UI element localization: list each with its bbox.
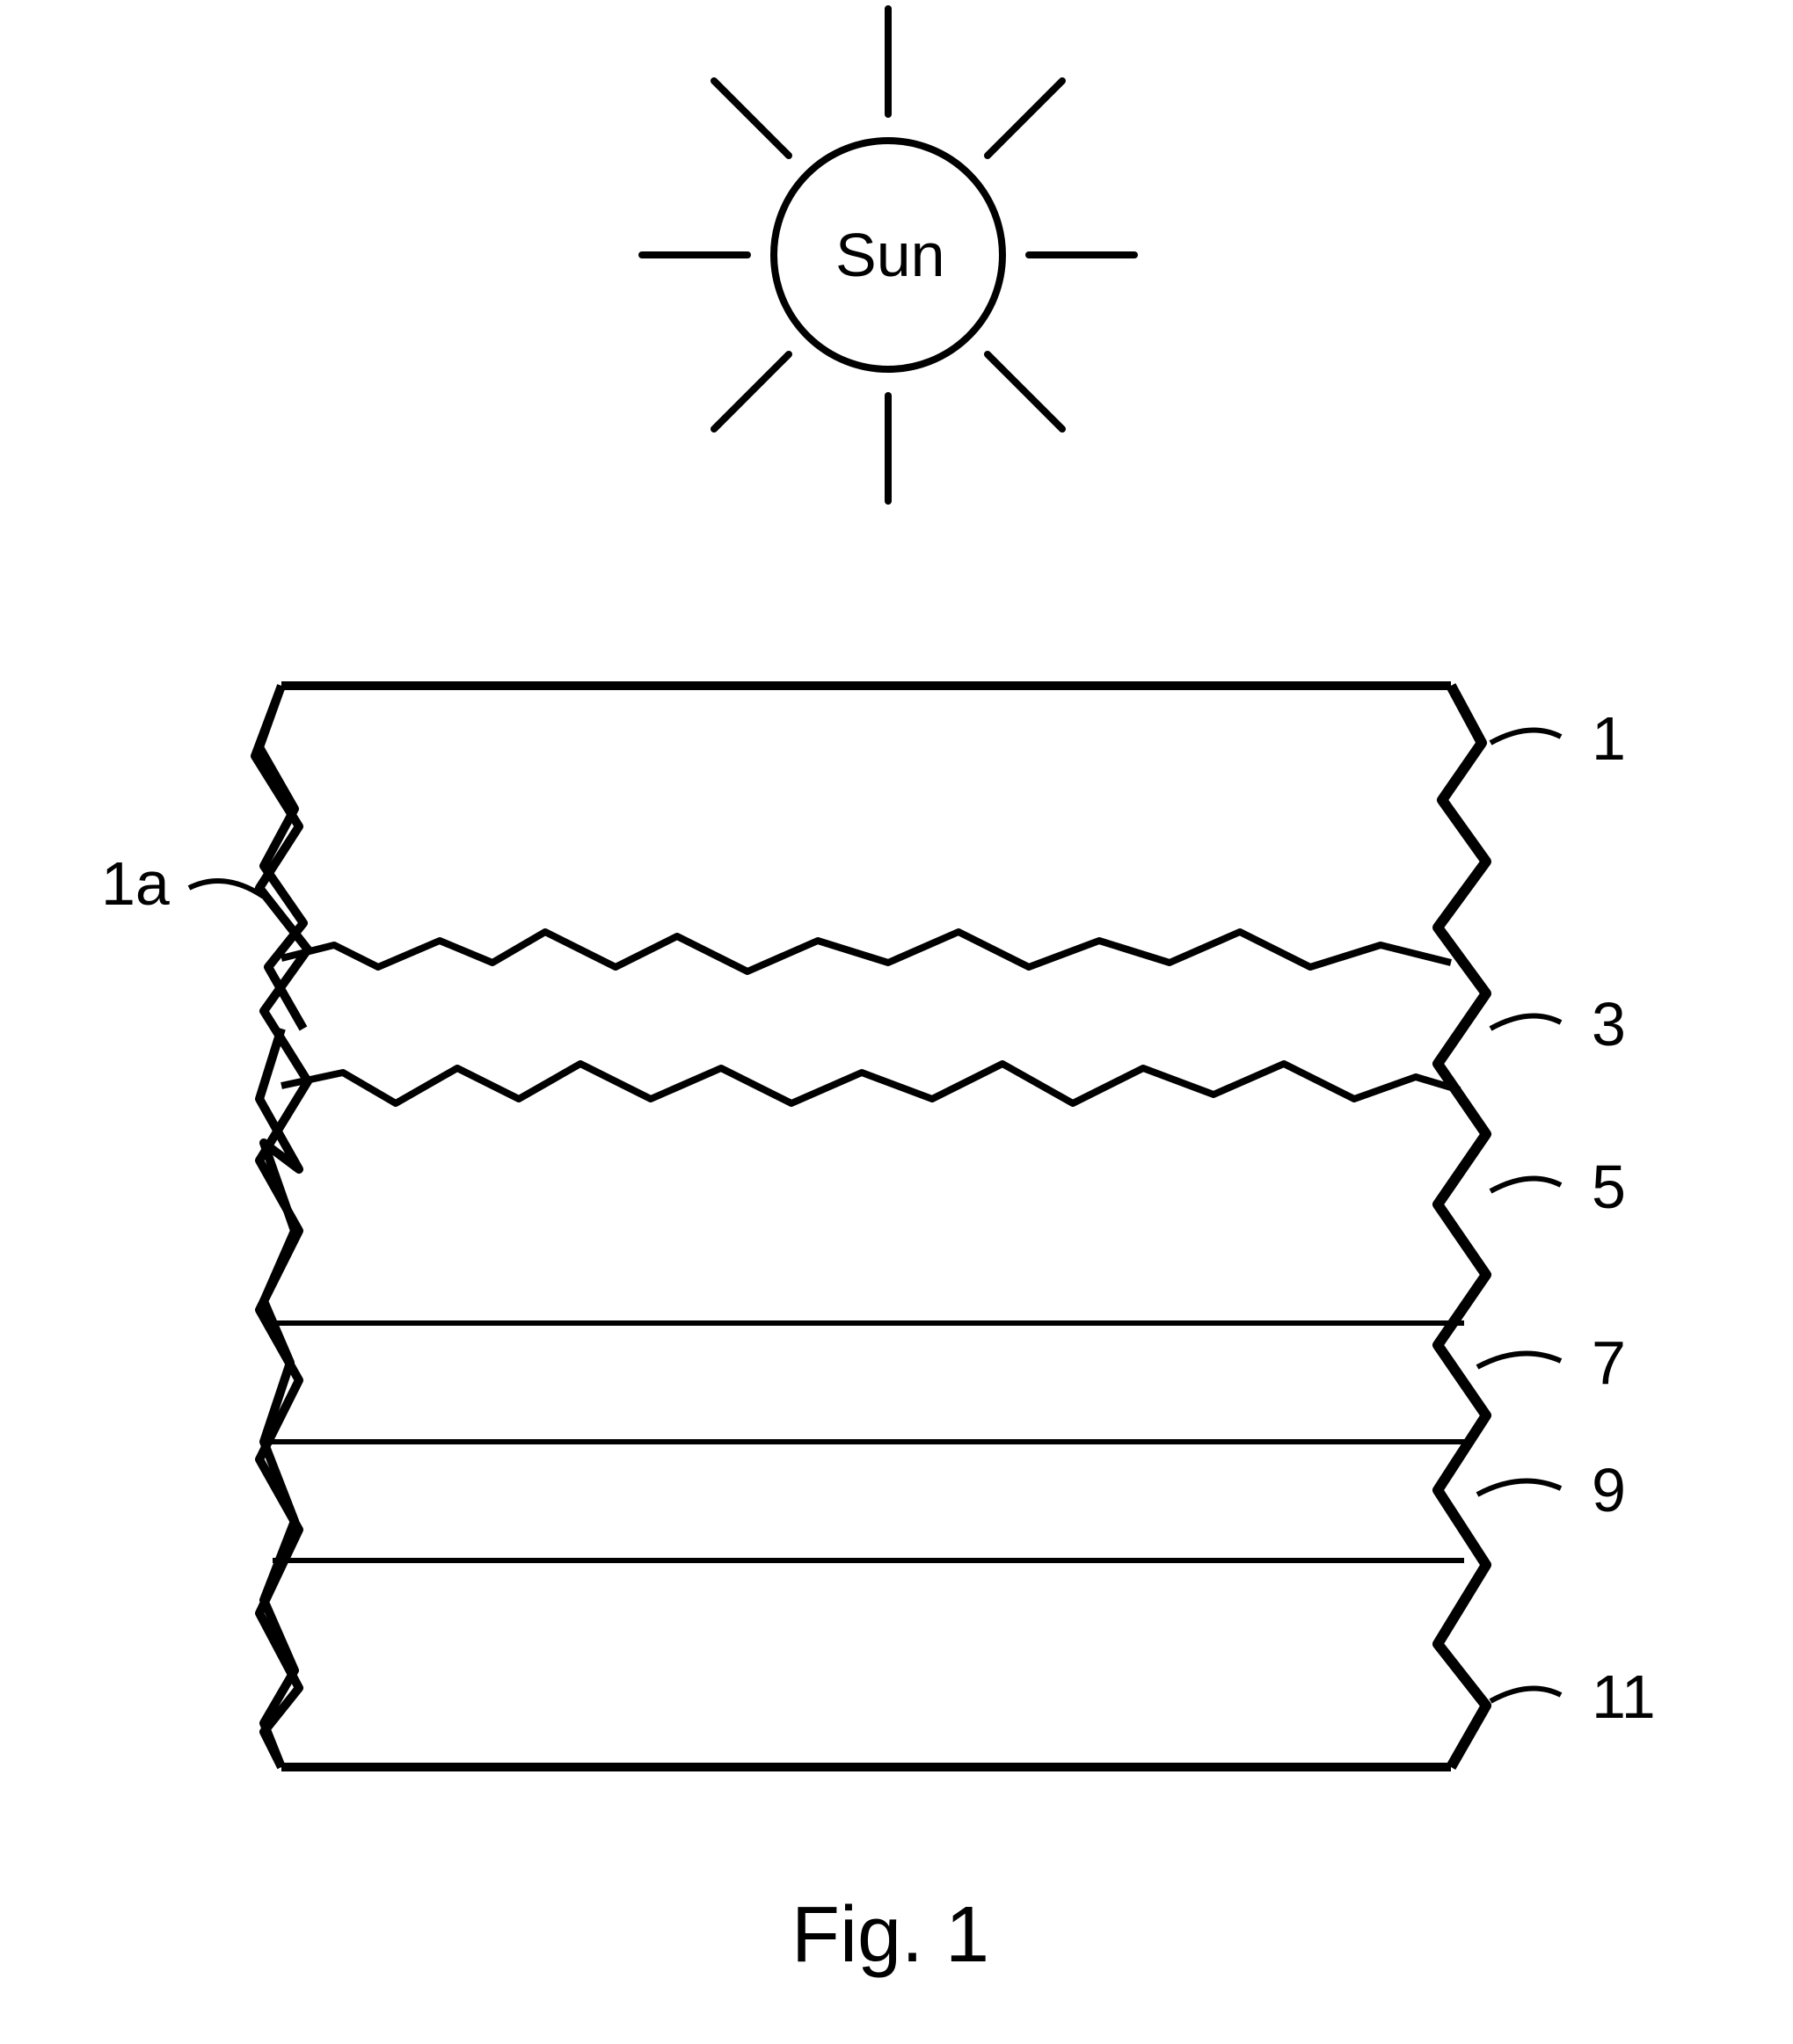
label-5: 5 (1592, 1152, 1626, 1222)
figure-caption: Fig. 1 (791, 1890, 989, 1981)
left-leader-1a (189, 881, 264, 897)
label-1a: 1a (101, 848, 170, 919)
label-7: 7 (1592, 1328, 1626, 1398)
label-1: 1 (1592, 703, 1626, 774)
label-3: 3 (1592, 989, 1626, 1059)
label-9: 9 (1592, 1455, 1626, 1525)
interface-1-3-top (281, 932, 1451, 971)
label-11: 11 (1592, 1662, 1656, 1732)
interface-3-5 (281, 1064, 1460, 1103)
right-break-edge (1438, 686, 1486, 1767)
sun-label: Sun (835, 220, 945, 290)
layer-stack (255, 686, 1486, 1767)
diagram-svg (0, 0, 1793, 2044)
figure-canvas: Sun 1 3 5 7 9 11 1a Fig. 1 (0, 0, 1793, 2044)
right-leaders (1477, 730, 1561, 1701)
